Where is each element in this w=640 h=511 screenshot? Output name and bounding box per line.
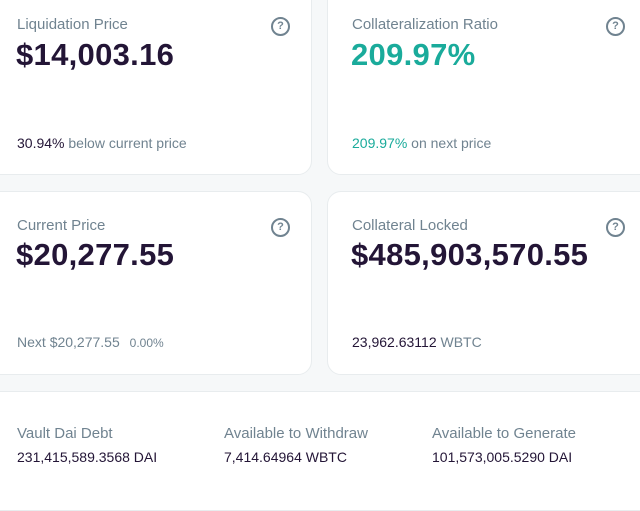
help-icon[interactable]: ? xyxy=(271,17,290,36)
collateral-amount: 23,962.63112 xyxy=(352,334,437,350)
collateral-locked-label: Collateral Locked xyxy=(352,217,468,234)
current-price-label: Current Price xyxy=(17,217,106,234)
vault-dai-debt-label: Vault Dai Debt xyxy=(17,425,113,442)
liquidation-price-subtext: 30.94% below current price xyxy=(17,135,187,151)
liquidation-percent-text: below current price xyxy=(68,135,187,151)
available-to-withdraw-value: 7,414.64964 WBTC xyxy=(224,449,347,465)
next-price-label: Next xyxy=(17,334,46,350)
collateralization-ratio-label: Collateralization Ratio xyxy=(352,16,498,33)
help-icon[interactable]: ? xyxy=(606,218,625,237)
help-icon[interactable]: ? xyxy=(606,17,625,36)
liquidation-price-card: Liquidation Price ? $14,003.16 30.94% be… xyxy=(0,0,312,175)
liquidation-percent: 30.94% xyxy=(17,135,65,151)
vault-summary-card: Vault Dai Debt 231,415,589.3568 DAI Avai… xyxy=(0,391,640,511)
collateralization-ratio-subtext: 209.97% on next price xyxy=(352,135,491,151)
current-price-value: $20,277.55 xyxy=(16,237,175,272)
next-ratio-value: 209.97% xyxy=(352,135,408,151)
liquidation-price-label: Liquidation Price xyxy=(17,16,128,33)
price-change: 0.00% xyxy=(129,336,164,350)
collateral-locked-card: Collateral Locked ? $485,903,570.55 23,9… xyxy=(327,191,640,375)
collateral-locked-value: $485,903,570.55 xyxy=(351,237,589,272)
collateral-amount-subtext: 23,962.63112 WBTC xyxy=(352,334,482,350)
available-to-generate-value: 101,573,005.5290 DAI xyxy=(432,449,573,465)
help-icon[interactable]: ? xyxy=(271,218,290,237)
next-ratio-text: on next price xyxy=(411,135,492,151)
vault-dai-debt-value: 231,415,589.3568 DAI xyxy=(17,449,158,465)
collateral-token: WBTC xyxy=(440,334,482,350)
collateralization-ratio-card: Collateralization Ratio ? 209.97% 209.97… xyxy=(327,0,640,175)
next-price-value: $20,277.55 xyxy=(49,334,120,350)
liquidation-price-value: $14,003.16 xyxy=(16,37,175,72)
current-price-card: Current Price ? $20,277.55 Next $20,277.… xyxy=(0,191,312,375)
next-price-subtext: Next $20,277.55 0.00% xyxy=(17,334,164,350)
collateralization-ratio-value: 209.97% xyxy=(351,37,476,72)
available-to-generate-label: Available to Generate xyxy=(432,425,576,442)
available-to-withdraw-label: Available to Withdraw xyxy=(224,425,368,442)
